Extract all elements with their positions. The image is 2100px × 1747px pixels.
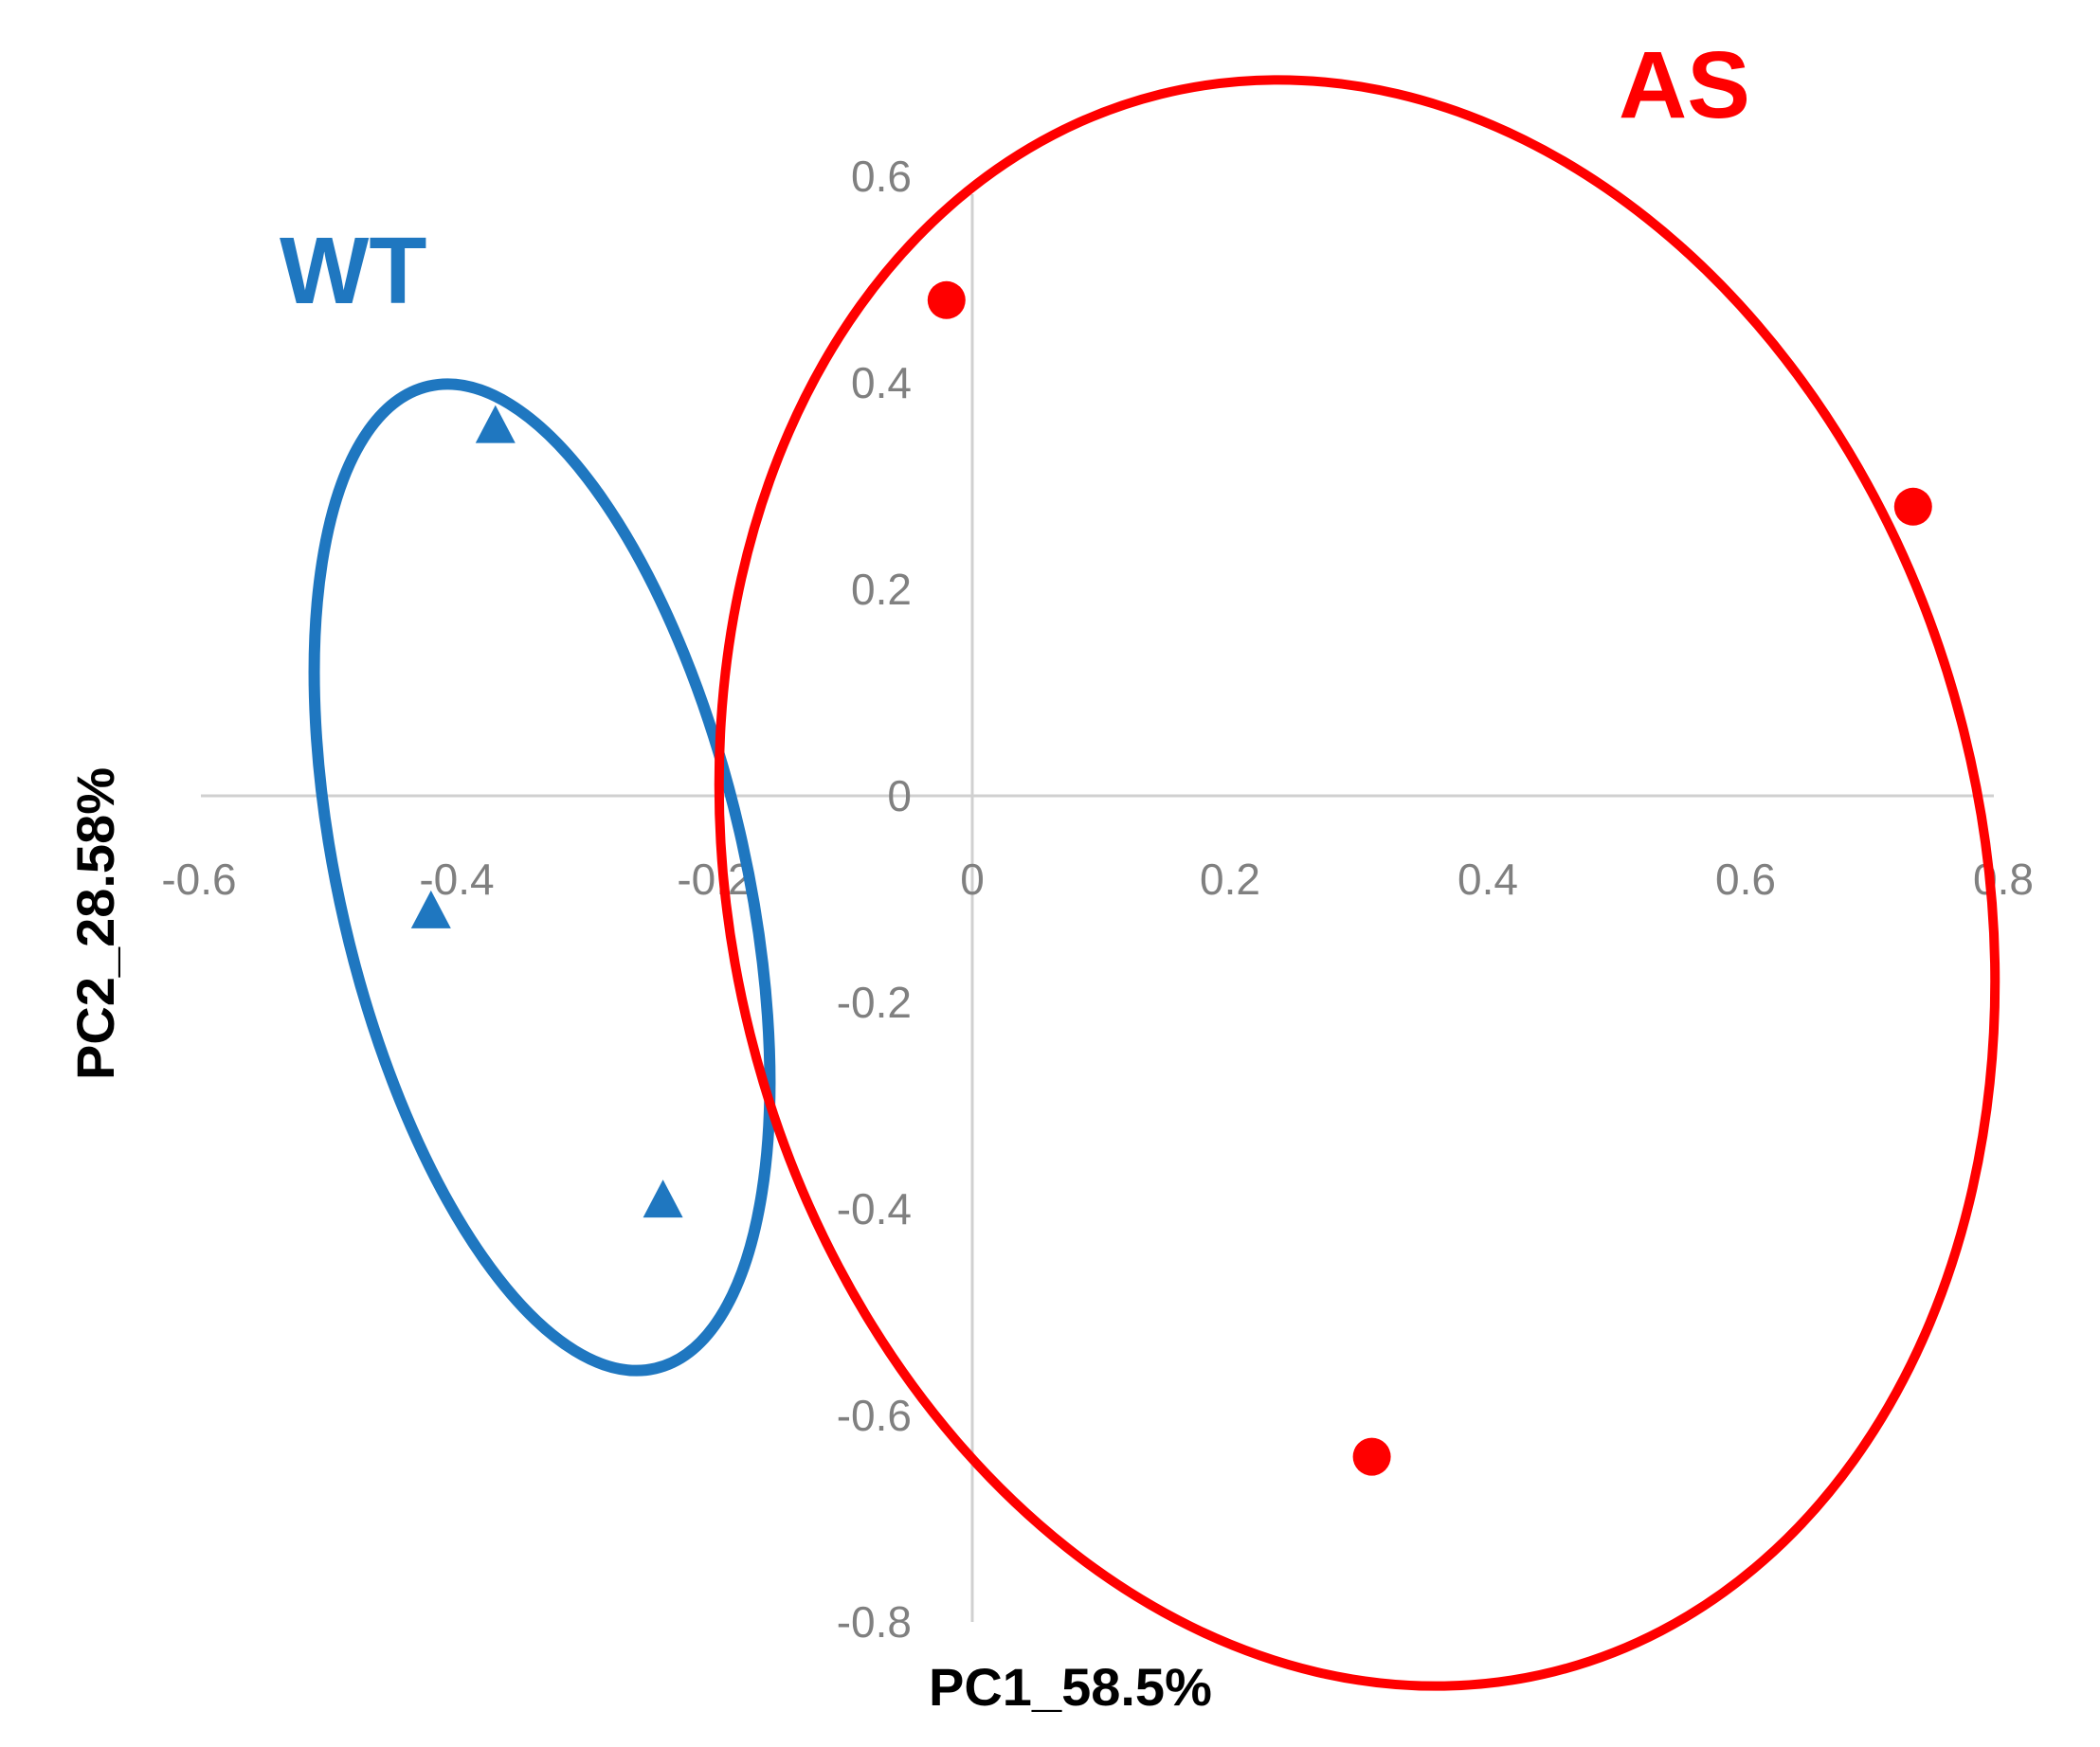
- y-axis-title: PC2_28.58%: [65, 767, 125, 1080]
- x-tick-label: 0.4: [1457, 855, 1518, 904]
- data-points: [410, 280, 1932, 1476]
- y-tick-label: 0: [887, 771, 912, 820]
- x-tick-label: 0.6: [1715, 855, 1776, 904]
- x-tick-labels: -0.6 -0.4 -0.2 0 0.2 0.4 0.6 0.8: [161, 855, 2034, 904]
- wt-cluster-ellipse: [308, 378, 776, 1377]
- as-data-point: [927, 280, 966, 319]
- y-tick-label: -0.2: [837, 978, 912, 1027]
- y-tick-label: -0.8: [837, 1597, 912, 1647]
- y-tick-labels: 0.6 0.4 0.2 0 -0.2 -0.4 -0.6 -0.8: [837, 152, 912, 1647]
- series-label-wt: WT: [280, 218, 426, 324]
- x-tick-label: -0.2: [677, 855, 751, 904]
- x-axis-title: PC1_58.5%: [929, 1657, 1212, 1717]
- y-tick-label: 0.4: [851, 358, 912, 407]
- series-label-as: AS: [1619, 32, 1750, 138]
- x-tick-label: 0.8: [1973, 855, 2034, 904]
- y-tick-label: 0.2: [851, 565, 912, 614]
- x-tick-label: 0: [960, 855, 985, 904]
- as-data-point: [1893, 487, 1932, 526]
- wt-data-point: [410, 890, 451, 928]
- y-tick-label: -0.4: [837, 1184, 912, 1234]
- x-tick-label: 0.2: [1200, 855, 1260, 904]
- x-tick-label: -0.6: [161, 855, 236, 904]
- wt-data-point: [475, 405, 516, 443]
- y-tick-label: -0.6: [837, 1391, 912, 1440]
- as-data-point: [1352, 1437, 1391, 1476]
- y-tick-label: 0.6: [851, 152, 912, 201]
- as-cluster-ellipse: [714, 75, 2000, 1691]
- wt-data-point: [643, 1180, 683, 1218]
